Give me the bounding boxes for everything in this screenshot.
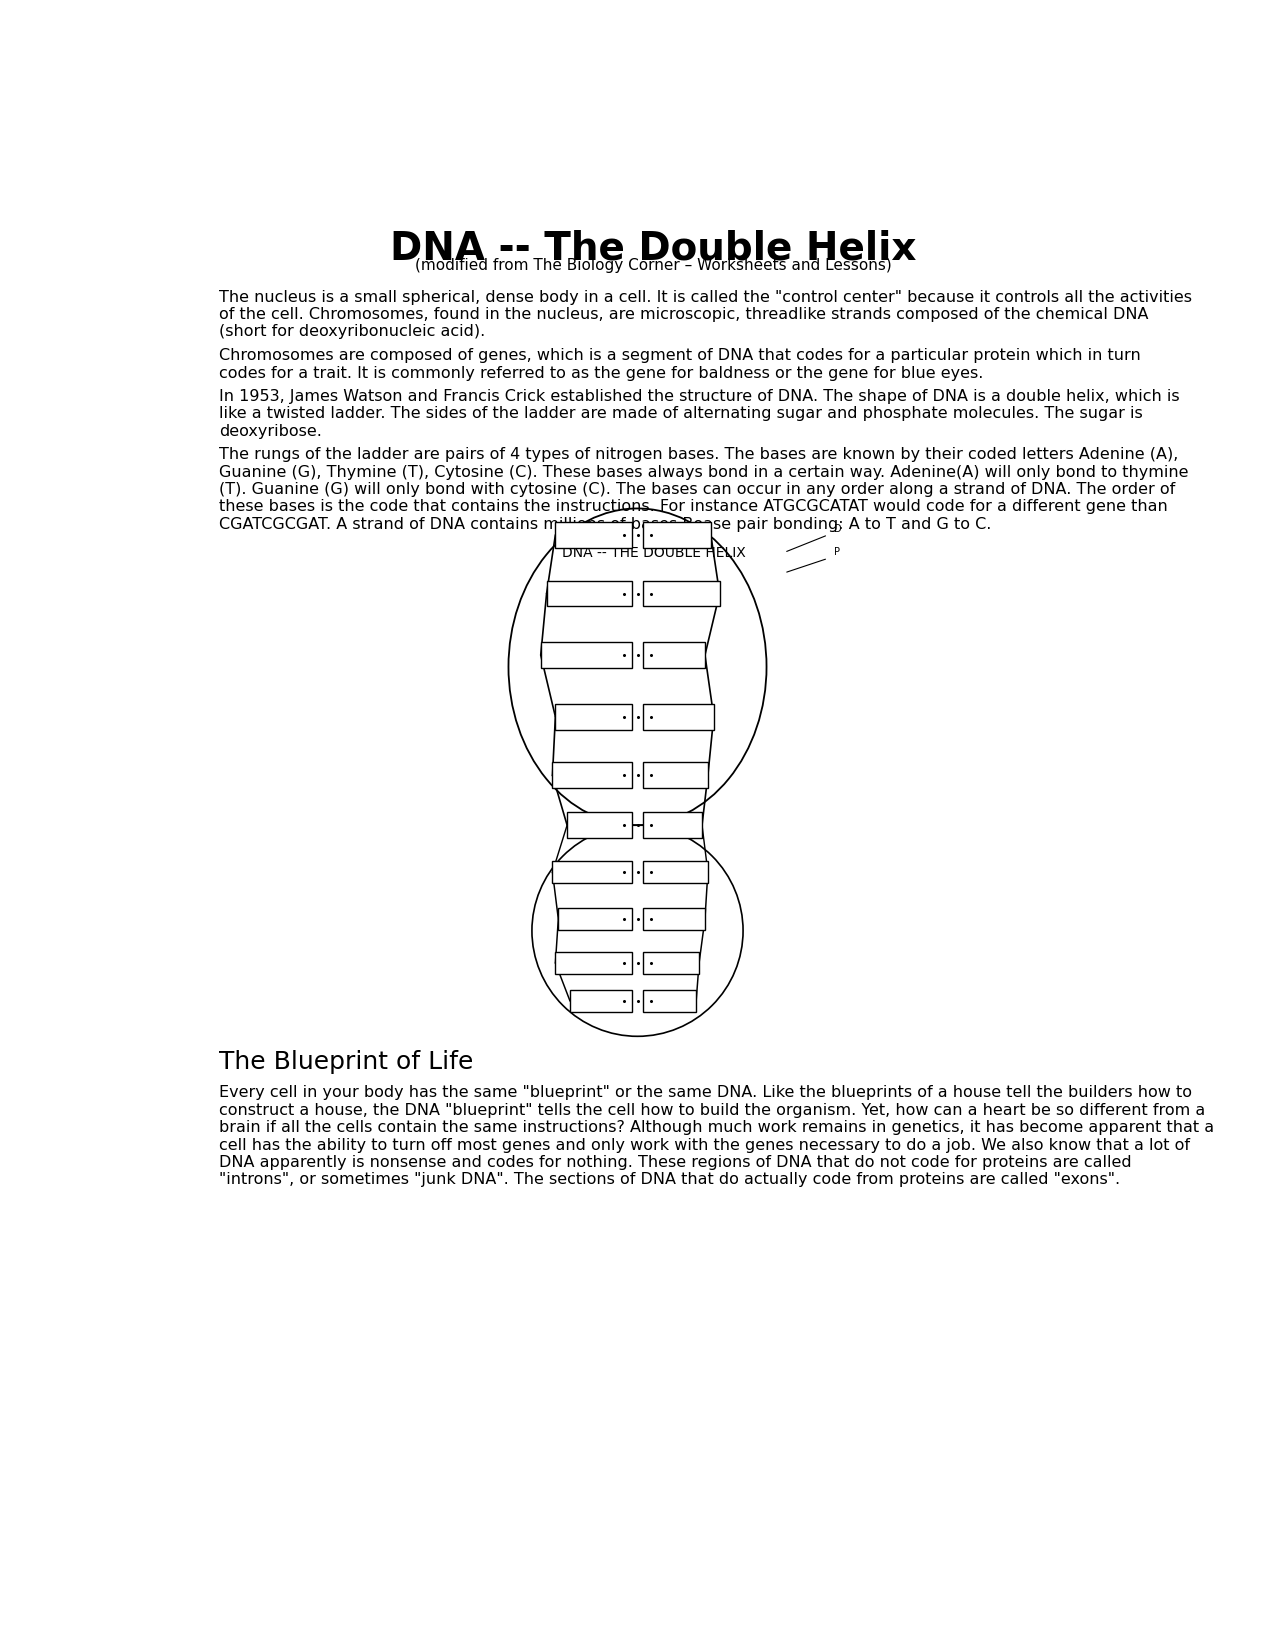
Text: DNA -- THE DOUBLE HELIX: DNA -- THE DOUBLE HELIX <box>561 546 746 560</box>
FancyBboxPatch shape <box>644 703 714 730</box>
Text: Chromosomes are composed of genes, which is a segment of DNA that codes for a pa: Chromosomes are composed of genes, which… <box>219 348 1140 380</box>
FancyBboxPatch shape <box>644 862 708 883</box>
Text: In 1953, James Watson and Francis Crick established the structure of DNA. The sh: In 1953, James Watson and Francis Crick … <box>219 390 1179 439</box>
Text: The Blueprint of Life: The Blueprint of Life <box>219 1050 473 1073</box>
FancyBboxPatch shape <box>644 908 705 930</box>
FancyBboxPatch shape <box>644 763 708 788</box>
FancyBboxPatch shape <box>644 642 705 669</box>
Text: The rungs of the ladder are pairs of 4 types of nitrogen bases. The bases are kn: The rungs of the ladder are pairs of 4 t… <box>219 447 1188 532</box>
Text: The nucleus is a small spherical, dense body in a cell. It is called the "contro: The nucleus is a small spherical, dense … <box>219 289 1192 340</box>
FancyBboxPatch shape <box>644 991 696 1012</box>
FancyBboxPatch shape <box>644 522 711 548</box>
Text: (modified from The Biology Corner – Worksheets and Lessons): (modified from The Biology Corner – Work… <box>416 258 891 272</box>
FancyBboxPatch shape <box>547 581 631 606</box>
FancyBboxPatch shape <box>556 953 631 974</box>
FancyBboxPatch shape <box>556 703 631 730</box>
Text: P: P <box>834 548 840 558</box>
FancyBboxPatch shape <box>552 862 631 883</box>
FancyBboxPatch shape <box>567 812 631 839</box>
FancyBboxPatch shape <box>644 953 699 974</box>
FancyBboxPatch shape <box>570 991 631 1012</box>
FancyBboxPatch shape <box>558 908 631 930</box>
FancyBboxPatch shape <box>644 581 719 606</box>
Text: Every cell in your body has the same "blueprint" or the same DNA. Like the bluep: Every cell in your body has the same "bl… <box>219 1085 1214 1187</box>
Text: D: D <box>834 523 842 533</box>
FancyBboxPatch shape <box>644 812 703 839</box>
FancyBboxPatch shape <box>552 763 631 788</box>
FancyBboxPatch shape <box>556 522 631 548</box>
Text: DNA -- The Double Helix: DNA -- The Double Helix <box>390 229 917 267</box>
FancyBboxPatch shape <box>541 642 631 669</box>
